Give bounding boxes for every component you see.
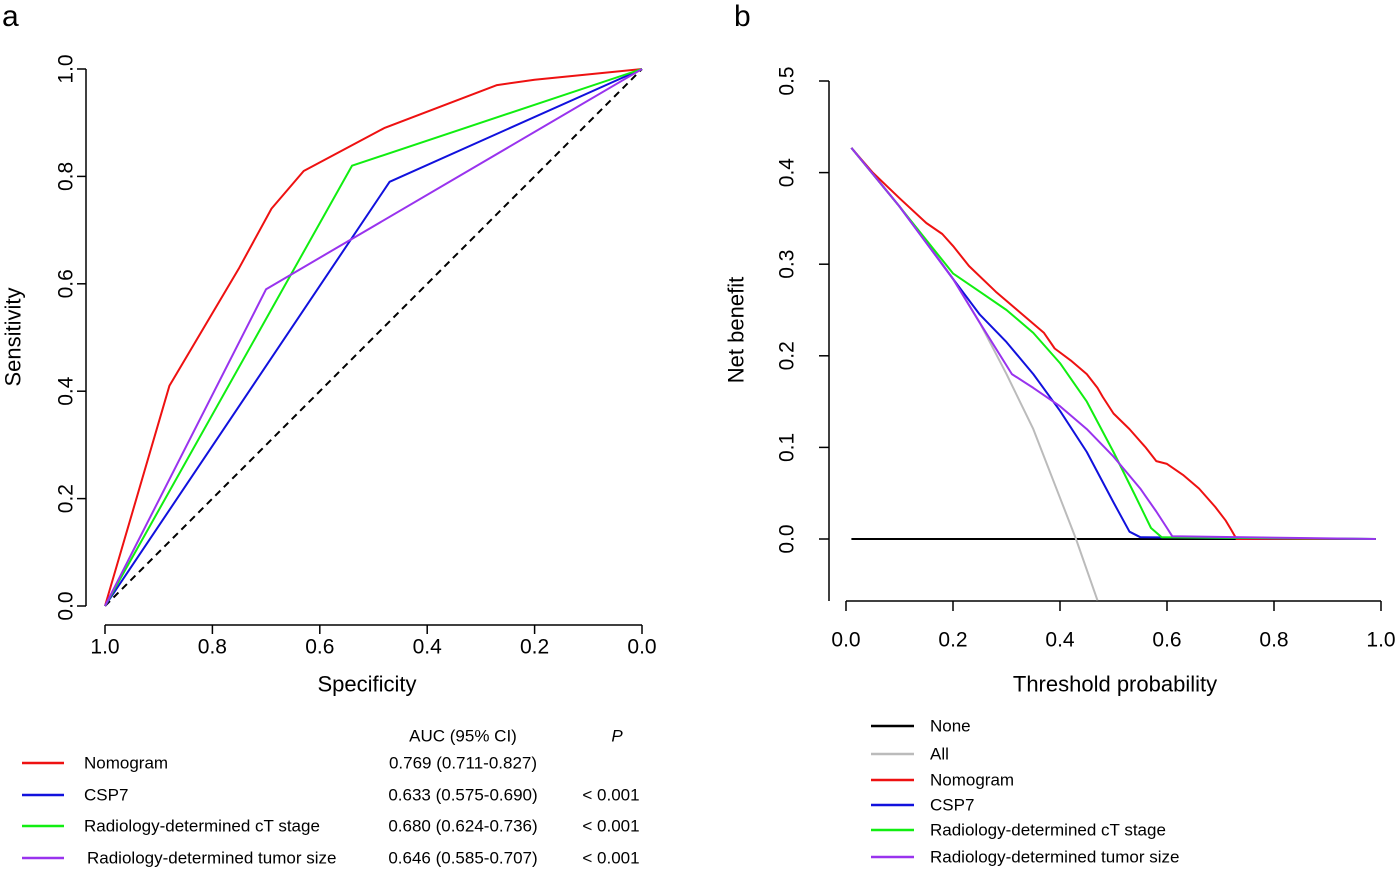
roc-x-tick-label: 0.0 xyxy=(627,636,656,659)
roc-reference-line xyxy=(104,68,643,607)
roc-y-tick-label: 1.0 xyxy=(55,54,78,83)
dca-x-axis-title: Threshold probability xyxy=(1013,672,1217,697)
dca-y-tick-label: 0.5 xyxy=(776,66,799,95)
roc-legend-label-csp7: CSP7 xyxy=(84,786,128,805)
dca-legend-label-all: All xyxy=(930,745,949,764)
dca-legend-label-csp7: CSP7 xyxy=(930,796,974,815)
dca-legend-label-radiology-determined-tumor-size: Radiology-determined tumor size xyxy=(930,848,1179,867)
dca-series-radiology-determined-tumor-size xyxy=(850,147,1376,540)
dca-y-tick-label: 0.3 xyxy=(776,250,799,279)
dca-x-tick-label: 1.0 xyxy=(1366,629,1395,652)
dca-y-tick-label: 0.4 xyxy=(776,158,799,188)
roc-series-csp7 xyxy=(104,68,643,607)
roc-y-axis-title: Sensitivity xyxy=(1,287,26,386)
roc-y-tick-label: 0.0 xyxy=(55,591,78,620)
roc-series-radiology-determined-tumor-size xyxy=(104,68,643,607)
panel-b-label: b xyxy=(734,0,751,33)
dca-x-tick-label: 0.8 xyxy=(1259,629,1288,652)
roc-legend-label-radiology-determined-tumor-size: Radiology-determined tumor size xyxy=(87,849,336,868)
roc-chart: 0.0 0.2 0.4 0.6 0.8 1.0 1.0 0.8 0.6 0.4 0.2 0.0 Spec… xyxy=(1,54,657,696)
decision-curve-legend: None All Nomogram CSP7 Radiology-determined … xyxy=(871,717,1179,867)
dca-series-csp7 xyxy=(850,147,1376,540)
decision-curve-chart: 0.0 0.1 0.2 0.3 0.4 0.5 0.0 0.2 0.4 0.6 0.8 1.0 Thre… xyxy=(724,66,1396,696)
roc-legend-label-radiology-determined-ct-stage: Radiology-determined cT stage xyxy=(84,817,320,836)
roc-legend-auc-header: AUC (95% CI) xyxy=(409,727,517,746)
roc-legend-auc-csp7: 0.633 (0.575-0.690) xyxy=(388,786,537,805)
dca-x-tick-label: 0.0 xyxy=(831,629,860,652)
roc-y-tick-label: 0.2 xyxy=(55,484,78,513)
dca-legend-label-radiology-determined-ct-stage: Radiology-determined cT stage xyxy=(930,821,1166,840)
roc-y-tick-label: 0.8 xyxy=(55,162,78,191)
roc-x-tick-label: 0.2 xyxy=(520,636,549,659)
roc-legend-auc-radiology-determined-ct-stage: 0.680 (0.624-0.736) xyxy=(388,817,537,836)
roc-y-tick-label: 0.4 xyxy=(55,376,78,406)
roc-legend: AUC (95% CI) P Nomogram 0.769 (0.711-0.827)… xyxy=(22,727,640,868)
roc-y-tick-label: 0.6 xyxy=(55,269,78,298)
panel-a-label: a xyxy=(2,0,19,33)
dca-x-tick-label: 0.2 xyxy=(938,629,967,652)
roc-legend-p-radiology-determined-tumor-size: < 0.001 xyxy=(582,849,639,868)
roc-x-axis-title: Specificity xyxy=(317,672,416,697)
roc-legend-label-nomogram: Nomogram xyxy=(84,754,168,773)
roc-x-tick-label: 0.6 xyxy=(305,636,334,659)
roc-series-nomogram xyxy=(104,68,643,607)
roc-x-tick-label: 1.0 xyxy=(90,636,119,659)
dca-y-axis-title: Net benefit xyxy=(724,277,749,383)
dca-series-all xyxy=(850,147,1099,601)
roc-legend-auc-radiology-determined-tumor-size: 0.646 (0.585-0.707) xyxy=(388,849,537,868)
roc-legend-p-header: P xyxy=(611,727,623,746)
roc-legend-p-csp7: < 0.001 xyxy=(582,786,639,805)
dca-x-tick-label: 0.6 xyxy=(1152,629,1181,652)
dca-y-tick-label: 0.2 xyxy=(776,341,799,370)
roc-series-radiology-determined-ct-stage xyxy=(104,68,643,607)
roc-legend-auc-nomogram: 0.769 (0.711-0.827) xyxy=(389,754,537,773)
roc-x-tick-label: 0.8 xyxy=(198,636,227,659)
dca-series-nomogram xyxy=(850,147,1376,540)
roc-legend-p-radiology-determined-ct-stage: < 0.001 xyxy=(582,817,639,836)
roc-x-tick-label: 0.4 xyxy=(413,636,443,659)
dca-legend-label-nomogram: Nomogram xyxy=(930,771,1014,790)
dca-series-radiology-determined-ct-stage xyxy=(850,147,1376,540)
dca-legend-label-none: None xyxy=(930,717,971,736)
dca-y-tick-label: 0.1 xyxy=(776,433,799,462)
dca-y-tick-label: 0.0 xyxy=(776,524,799,553)
dca-x-tick-label: 0.4 xyxy=(1045,629,1075,652)
